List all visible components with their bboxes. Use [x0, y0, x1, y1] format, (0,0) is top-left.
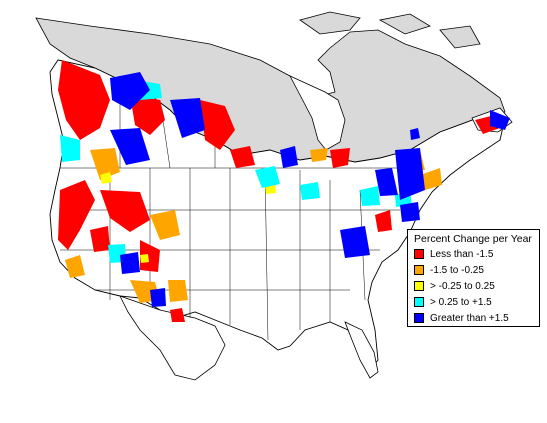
patches-decline-strong — [58, 60, 500, 322]
legend-label: > 0.25 to +1.5 — [430, 296, 492, 308]
legend-item: > 0.25 to +1.5 — [414, 295, 492, 309]
florida — [344, 321, 379, 379]
legend-item: > -0.25 to 0.25 — [414, 279, 495, 293]
legend-item: -1.5 to -0.25 — [414, 263, 484, 277]
patches-increase-strong — [110, 72, 510, 307]
legend-label: -1.5 to -0.25 — [430, 264, 484, 276]
legend-label: Less than -1.5 — [430, 248, 494, 260]
trend-patches — [58, 60, 510, 322]
hudson-bay — [289, 75, 346, 151]
legend-title: Percent Change per Year — [414, 233, 532, 245]
mexico — [119, 295, 226, 381]
legend-item: Greater than +1.5 — [414, 311, 509, 325]
legend-item: Less than -1.5 — [414, 247, 493, 261]
legend-swatch — [414, 265, 424, 275]
arctic-islands — [299, 11, 481, 49]
legend: Percent Change per Year Less than -1.5 -… — [407, 229, 540, 327]
legend-label: > -0.25 to 0.25 — [430, 280, 495, 292]
legend-swatch — [414, 297, 424, 307]
legend-swatch — [414, 281, 424, 291]
legend-label: Greater than +1.5 — [430, 312, 509, 324]
legend-swatch — [414, 313, 424, 323]
patches-decline — [65, 148, 442, 303]
patches-increase — [60, 80, 412, 263]
legend-swatch — [414, 249, 424, 259]
